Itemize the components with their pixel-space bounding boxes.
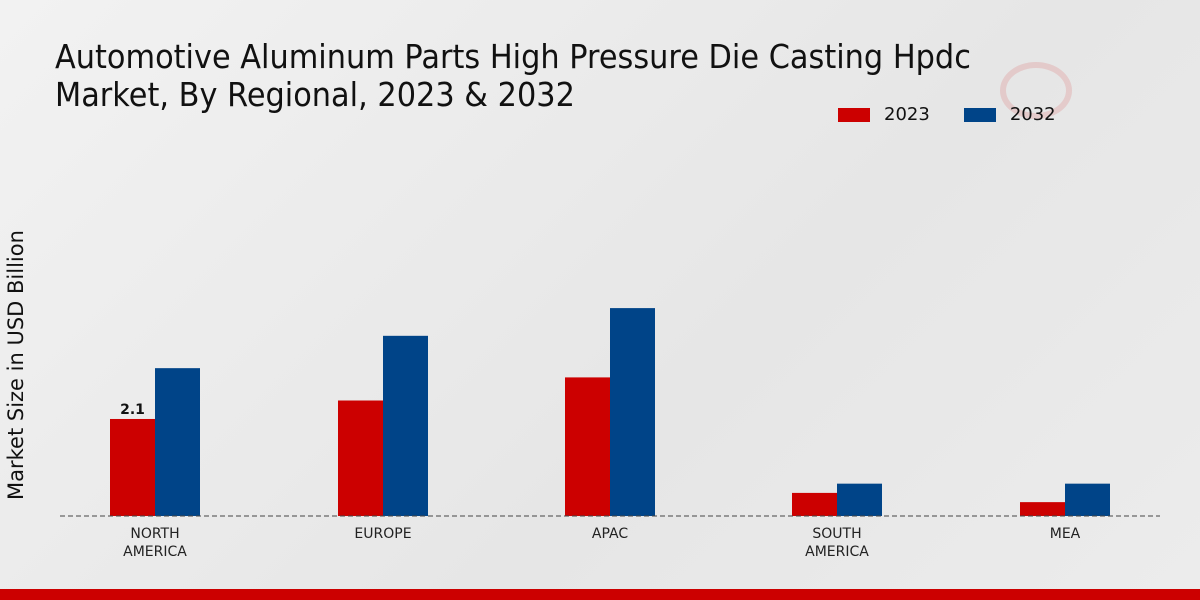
bar-2023-0 <box>110 418 155 516</box>
legend-swatch-2032 <box>963 107 996 122</box>
bar-2032-1 <box>383 335 428 516</box>
x-tick-label: EUROPE <box>354 526 411 542</box>
bar-2032-0 <box>155 368 200 516</box>
x-tick-label: APAC <box>592 526 628 542</box>
bar-2032-3 <box>837 483 882 516</box>
legend-label-2032: 2032 <box>1009 104 1056 125</box>
bar-2023-4 <box>1020 502 1065 516</box>
chart-title: Automotive Aluminum Parts High Pressure … <box>55 37 971 114</box>
footer-bar <box>0 589 1200 600</box>
x-tick-label: NORTH AMERICA <box>123 526 187 560</box>
x-tick-label: SOUTH AMERICA <box>805 526 869 560</box>
legend-label-2023: 2023 <box>884 104 930 125</box>
bar-2032-4 <box>1065 483 1110 516</box>
legend: 2023 2032 <box>838 104 1090 125</box>
data-label: 2.1 <box>120 402 145 418</box>
bar-2032-2 <box>610 308 655 516</box>
bar-2023-1 <box>338 400 383 516</box>
legend-item-2023: 2023 <box>838 104 930 125</box>
x-tick-label: MEA <box>1050 526 1081 542</box>
bar-2023-3 <box>792 492 837 516</box>
legend-item-2032: 2032 <box>963 104 1056 125</box>
watermark-logo <box>1000 62 1072 119</box>
bar-2023-2 <box>565 377 610 516</box>
legend-swatch-2023 <box>838 107 870 122</box>
